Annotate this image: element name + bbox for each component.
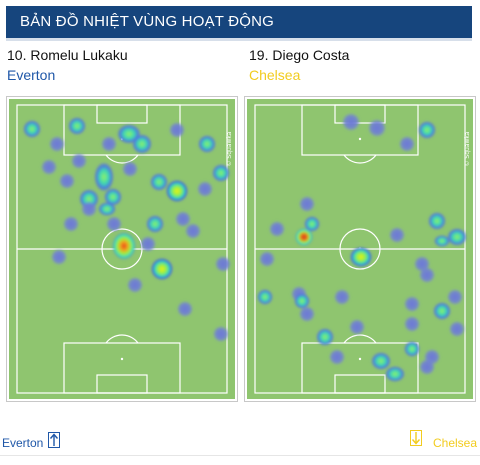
heat-blobs-left: [23, 117, 231, 342]
player-name-left: 10. Romelu Lukaku: [7, 47, 128, 63]
arrow-up-icon: [48, 432, 60, 448]
pitch-lines: [16, 104, 228, 394]
pitch-lines: [254, 104, 466, 394]
heatmap-pitch-right: © Squawka: [244, 96, 476, 402]
legend-label-left: Everton: [2, 436, 44, 450]
player-name-right: 19. Diego Costa: [249, 47, 350, 63]
legend-label-right: Chelsea: [433, 436, 478, 450]
section-title-text: BẢN ĐỒ NHIỆT VÙNG HOẠT ĐỘNG: [20, 13, 275, 30]
bottom-divider: [0, 455, 480, 456]
team-name-left: Everton: [7, 67, 56, 83]
heat-blobs-right: [257, 113, 467, 382]
heatmap-right: © Squawka: [247, 99, 473, 399]
watermark-right: © Squawka: [464, 131, 471, 166]
arrow-down-icon: [410, 430, 422, 446]
section-title: BẢN ĐỒ NHIỆT VÙNG HOẠT ĐỘNG: [6, 6, 472, 38]
watermark-left: © Squawka: [226, 131, 233, 166]
team-name-right: Chelsea: [249, 67, 301, 83]
heatmap-pitch-left: © Squawka: [6, 96, 238, 402]
heatmap-left: © Squawka: [9, 99, 235, 399]
title-divider: [6, 38, 472, 41]
